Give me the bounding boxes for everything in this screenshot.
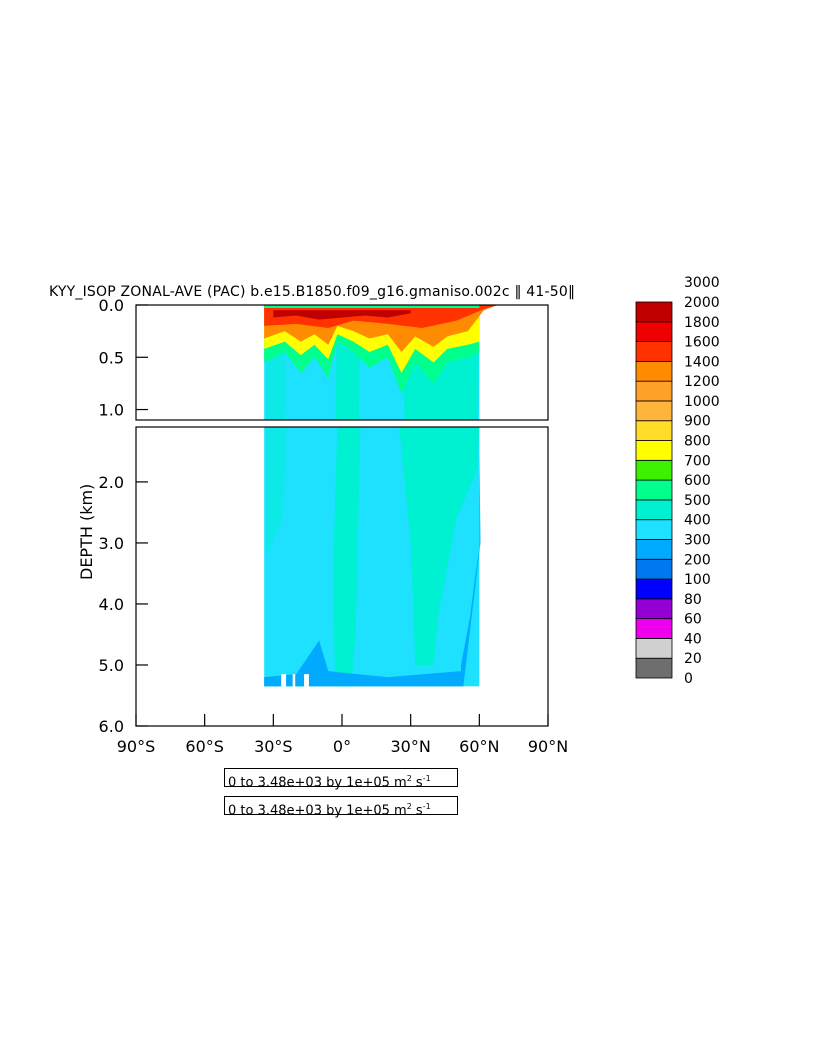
x-tick-label: 60°S <box>185 737 224 756</box>
colorbar-swatch <box>635 657 673 679</box>
colorbar-label: 20 <box>684 651 702 667</box>
upper-panel-field <box>264 305 498 420</box>
y-axis-label: DEPTH (km) <box>77 484 96 580</box>
x-tick-label: 0° <box>333 737 351 756</box>
colorbar-label: 1800 <box>684 315 720 331</box>
colorbar-swatch <box>635 539 673 560</box>
colorbar-swatch <box>635 440 673 461</box>
bottom-gap <box>304 674 309 688</box>
colorbar-label: 300 <box>684 532 711 548</box>
x-tick-label: 90°N <box>528 737 568 756</box>
x-tick-label: 30°S <box>254 737 293 756</box>
region-north-band <box>399 427 480 665</box>
chart-title: KYY_ISOP ZONAL-AVE (PAC) b.e15.B1850.f09… <box>49 284 576 300</box>
colorbar-label: 2000 <box>684 295 720 311</box>
colorbar-label: 400 <box>684 513 711 529</box>
colorbar-label: 700 <box>684 453 711 469</box>
info-box-2-sup2: -1 <box>422 802 431 811</box>
contour-info-box-2: 0 to 3.48e+03 by 1e+05 m2 s-1 <box>224 796 458 819</box>
colorbar-swatch <box>635 558 673 580</box>
colorbar-swatch <box>635 499 673 521</box>
colorbar-label: 40 <box>684 631 702 647</box>
x-tick-label: 30°N <box>391 737 431 756</box>
colorbar: 0 20 40 60 80 100 200 300 400 500 600 700 800 900 1000… <box>635 275 720 687</box>
y-tick-label: 1.0 <box>99 401 124 420</box>
colorbar-swatch <box>635 638 673 659</box>
y-tick-label: 0.0 <box>99 296 124 315</box>
region-bottom-layer <box>264 640 462 687</box>
region-surface-max <box>273 310 411 320</box>
info-box-1-sup2: -1 <box>422 774 431 783</box>
y-tick-label: 3.0 <box>99 534 124 553</box>
colorbar-swatch <box>635 459 673 481</box>
colorbar-swatch <box>635 400 673 422</box>
colorbar-swatch <box>635 301 673 323</box>
info-box-1-mid: s <box>411 775 423 791</box>
info-box-2-prefix: 0 to 3.48e+03 by 1e+05 m <box>228 803 407 819</box>
colorbar-swatch <box>635 578 673 600</box>
colorbar-label: 1600 <box>684 335 720 351</box>
colorbar-label: 1400 <box>684 354 720 370</box>
colorbar-label: 60 <box>684 612 702 628</box>
colorbar-label: 200 <box>684 552 711 568</box>
colorbar-swatch <box>635 519 673 540</box>
x-tick-label: 90°S <box>117 737 156 756</box>
colorbar-label: 1000 <box>684 394 720 410</box>
colorbar-swatch <box>635 420 673 441</box>
colorbar-swatch <box>635 321 673 342</box>
info-box-1-prefix: 0 to 3.48e+03 by 1e+05 m <box>228 775 407 791</box>
colorbar-label: 800 <box>684 434 711 450</box>
y-tick-label: 4.0 <box>99 595 124 614</box>
colorbar-swatch <box>635 479 673 501</box>
info-box-2-sup1: 2 <box>406 802 412 811</box>
contour-info-box-1: 0 to 3.48e+03 by 1e+05 m2 s-1 <box>224 768 458 791</box>
lower-panel-field <box>264 427 481 688</box>
x-tick-label: 60°N <box>459 737 499 756</box>
colorbar-label: 3000 <box>684 275 720 291</box>
bottom-gap <box>281 674 287 688</box>
colorbar-label: 80 <box>684 592 702 608</box>
colorbar-swatch <box>635 360 673 382</box>
bottom-gap <box>292 674 296 688</box>
colorbar-swatch <box>635 341 673 362</box>
y-tick-label: 2.0 <box>99 473 124 492</box>
upper-panel-frame <box>135 304 549 421</box>
colorbar-swatch <box>635 618 673 639</box>
region-equatorial-band <box>332 427 361 687</box>
y-tick-label: 5.0 <box>99 656 124 675</box>
info-box-1-sup1: 2 <box>406 774 412 783</box>
region-east-boundary <box>461 439 481 687</box>
colorbar-label: 100 <box>684 572 711 588</box>
colorbar-label: 0 <box>684 671 693 687</box>
region-south-band <box>266 427 288 556</box>
y-tick-label: 6.0 <box>99 717 124 736</box>
info-box-2-mid: s <box>411 803 423 819</box>
colorbar-label: 1200 <box>684 374 720 390</box>
region-surface-skin <box>264 305 480 308</box>
colorbar-label: 500 <box>684 493 711 509</box>
colorbar-swatch <box>635 598 673 620</box>
colorbar-label: 900 <box>684 414 711 430</box>
y-tick-label: 0.5 <box>99 348 124 367</box>
colorbar-swatch <box>635 380 673 402</box>
colorbar-label: 600 <box>684 473 711 489</box>
